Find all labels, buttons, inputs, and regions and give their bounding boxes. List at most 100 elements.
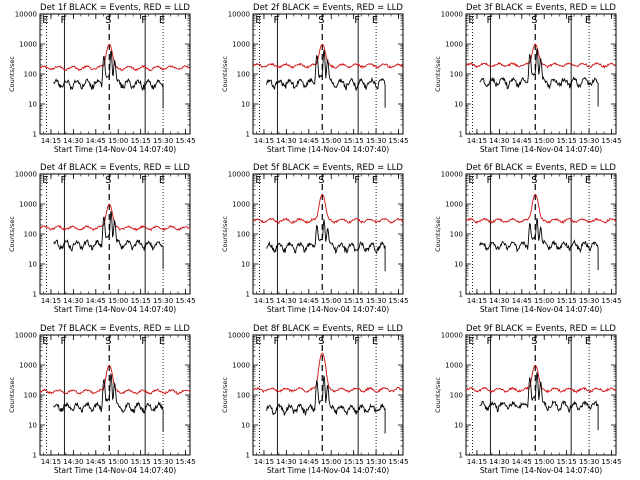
plot-frame	[252, 13, 404, 135]
marker-label: E	[159, 336, 165, 347]
x-tick-label: 15:45	[601, 458, 621, 466]
y-tick-label: 10000	[228, 11, 250, 19]
x-tick-label: 14:30	[489, 458, 509, 466]
marker-label: E	[42, 15, 48, 26]
lld-series-line	[465, 364, 617, 394]
plot-frame	[465, 13, 617, 135]
y-tick-label: 100	[24, 392, 37, 400]
x-tick-label: 14:30	[63, 458, 83, 466]
y-tick-label: 100	[237, 392, 250, 400]
x-tick-label: 15:45	[175, 297, 195, 305]
x-tick-label: 15:30	[579, 458, 599, 466]
marker-label: S	[105, 336, 111, 347]
marker-label: F	[61, 15, 67, 26]
y-tick-label: 100	[450, 392, 463, 400]
marker-label: F	[354, 336, 360, 347]
x-tick-label: 15:00	[534, 458, 554, 466]
x-tick-label: 15:45	[601, 137, 621, 145]
plot-frame	[465, 334, 617, 456]
x-tick-label: 14:30	[489, 297, 509, 305]
marker-label: E	[159, 175, 165, 186]
y-tick-label: 1000	[232, 41, 250, 49]
lld-series-line	[465, 43, 617, 69]
marker-label: S	[105, 15, 111, 26]
x-tick-label: 15:15	[131, 458, 151, 466]
marker-label: F	[567, 336, 573, 347]
x-tick-label: 14:45	[299, 297, 319, 305]
x-tick-label: 15:45	[175, 137, 195, 145]
y-tick-label: 10	[28, 261, 37, 269]
x-axis-label: Start Time (14-Nov-04 14:07:40)	[267, 145, 389, 154]
panel-title: Det 5f BLACK = Events, RED = LLD	[253, 163, 403, 173]
events-series-line	[53, 50, 164, 109]
events-series-line	[53, 373, 164, 432]
x-tick-label: 14:30	[489, 137, 509, 145]
panel-1: Det 1f BLACK = Events, RED = LLD 1 10 100 10…	[8, 3, 196, 154]
x-tick-label: 15:00	[534, 137, 554, 145]
y-tick-label: 100	[450, 231, 463, 239]
panel-2: Det 2f BLACK = Events, RED = LLD 1 10 100 10…	[221, 3, 409, 154]
x-tick-label: 15:45	[601, 297, 621, 305]
panel-6: Det 6f BLACK = Events, RED = LLD 1 10 100 10…	[434, 163, 622, 314]
x-axis-label: Start Time (14-Nov-04 14:07:40)	[480, 305, 602, 314]
x-tick-label: 15:45	[175, 458, 195, 466]
y-tick-label: 100	[450, 71, 463, 79]
marker-label: S	[318, 15, 324, 26]
panel-title: Det 6f BLACK = Events, RED = LLD	[466, 163, 616, 173]
marker-label: F	[567, 15, 573, 26]
x-tick-label: 14:30	[63, 297, 83, 305]
x-tick-label: 14:30	[276, 137, 296, 145]
y-axis-label: Counts/sec	[8, 377, 16, 413]
marker-label: E	[372, 15, 378, 26]
marker-label: F	[141, 15, 147, 26]
plot-frame	[252, 173, 404, 295]
y-tick-label: 10	[241, 261, 250, 269]
marker-label: F	[61, 175, 67, 186]
y-tick-label: 10000	[228, 332, 250, 340]
x-tick-label: 14:45	[512, 297, 532, 305]
x-tick-label: 14:15	[467, 137, 487, 145]
marker-label: S	[531, 336, 537, 347]
marker-label: F	[141, 336, 147, 347]
x-tick-label: 15:00	[534, 297, 554, 305]
x-tick-label: 14:15	[41, 458, 61, 466]
x-axis-label: Start Time (14-Nov-04 14:07:40)	[54, 305, 176, 314]
x-tick-label: 15:30	[153, 458, 173, 466]
x-tick-label: 15:15	[131, 137, 151, 145]
x-tick-label: 15:00	[321, 137, 341, 145]
x-tick-label: 14:15	[467, 458, 487, 466]
x-tick-label: 15:00	[108, 137, 128, 145]
marker-label: S	[318, 175, 324, 186]
y-tick-label: 1000	[445, 41, 463, 49]
y-axis-label: Counts/sec	[434, 377, 442, 413]
events-series-line	[266, 219, 386, 272]
x-tick-label: 15:30	[366, 297, 386, 305]
y-tick-label: 1000	[232, 362, 250, 370]
y-axis-label: Counts/sec	[8, 56, 16, 92]
plot-frame	[39, 13, 191, 135]
marker-label: E	[159, 15, 165, 26]
marker-label: F	[141, 175, 147, 186]
x-tick-label: 14:45	[299, 137, 319, 145]
x-axis-label: Start Time (14-Nov-04 14:07:40)	[267, 305, 389, 314]
marker-label: F	[487, 336, 493, 347]
x-tick-label: 15:30	[153, 297, 173, 305]
x-tick-label: 15:30	[366, 458, 386, 466]
y-tick-label: 100	[24, 231, 37, 239]
y-tick-label: 10	[454, 422, 463, 430]
y-axis-label: Counts/sec	[221, 216, 229, 252]
x-tick-label: 14:30	[63, 137, 83, 145]
marker-label: S	[531, 15, 537, 26]
x-tick-label: 14:45	[512, 137, 532, 145]
panel-title: Det 7f BLACK = Events, RED = LLD	[40, 324, 190, 334]
y-tick-label: 10	[28, 101, 37, 109]
x-tick-label: 15:45	[388, 458, 408, 466]
x-tick-label: 14:15	[254, 297, 274, 305]
x-tick-label: 15:30	[579, 137, 599, 145]
y-tick-label: 1000	[445, 362, 463, 370]
x-tick-label: 15:15	[557, 458, 577, 466]
x-tick-label: 15:45	[388, 137, 408, 145]
y-tick-label: 1	[459, 290, 463, 298]
marker-label: S	[105, 175, 111, 186]
